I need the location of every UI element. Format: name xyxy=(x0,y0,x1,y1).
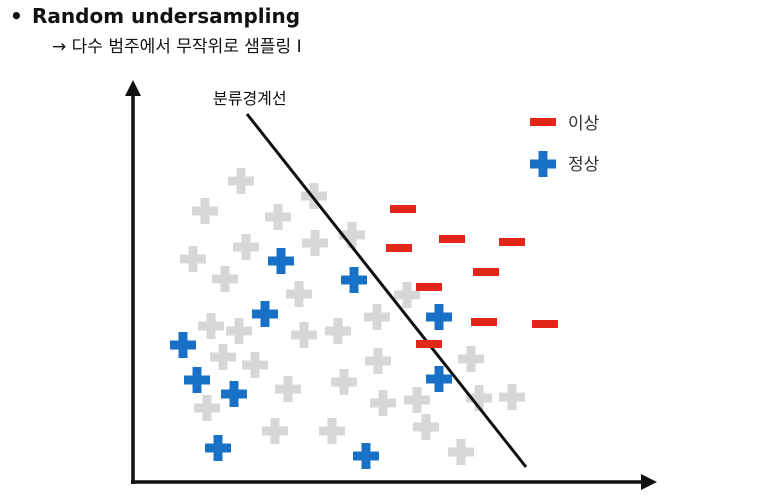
gray-plus-point xyxy=(210,344,236,370)
gray-plus-point xyxy=(458,346,484,372)
gray-plus-point xyxy=(413,414,439,440)
gray-plus-point xyxy=(302,230,328,256)
anomaly-point xyxy=(416,283,442,291)
anomaly-samples xyxy=(386,205,558,348)
anomaly-point xyxy=(471,318,497,326)
gray-plus-point xyxy=(275,376,301,402)
bullet-dot: • xyxy=(10,4,23,28)
anomaly-point xyxy=(473,268,499,276)
gray-plus-point xyxy=(319,418,345,444)
normal-point xyxy=(252,301,278,327)
anomaly-point xyxy=(390,205,416,213)
gray-plus-point xyxy=(198,313,224,339)
gray-plus-point xyxy=(262,418,288,444)
anomaly-point xyxy=(439,235,465,243)
removed-normal-samples xyxy=(180,168,525,465)
normal-point xyxy=(205,435,231,461)
normal-point xyxy=(353,443,379,469)
x-axis-arrow-icon xyxy=(641,474,657,490)
gray-plus-point xyxy=(448,439,474,465)
gray-plus-point xyxy=(265,204,291,230)
classification-boundary xyxy=(245,113,528,468)
gray-plus-point xyxy=(370,390,396,416)
normal-point xyxy=(221,381,247,407)
slide-title: Random undersampling xyxy=(32,4,301,28)
anomaly-point xyxy=(416,340,442,348)
gray-plus-point xyxy=(180,246,206,272)
normal-point xyxy=(184,367,210,393)
gray-plus-point xyxy=(233,234,259,260)
legend-anomaly-label: 이상 xyxy=(568,114,600,134)
gray-plus-point xyxy=(331,369,357,395)
gray-plus-point xyxy=(365,348,391,374)
title-bullet: • Random undersampling xyxy=(10,4,300,28)
gray-plus-point xyxy=(286,281,312,307)
normal-point xyxy=(170,332,196,358)
gray-plus-point xyxy=(228,168,254,194)
anomaly-point xyxy=(386,244,412,252)
legend-anomaly-minus-icon xyxy=(530,118,556,126)
gray-plus-point xyxy=(212,266,238,292)
gray-plus-point xyxy=(194,395,220,421)
boundary-label: 분류경계선 xyxy=(213,89,287,108)
normal-point xyxy=(426,304,452,330)
gray-plus-point xyxy=(325,318,351,344)
anomaly-point xyxy=(499,238,525,246)
axes xyxy=(125,80,657,490)
legend: 이상 정상 xyxy=(530,114,600,177)
gray-plus-point xyxy=(499,384,525,410)
anomaly-point xyxy=(532,320,558,328)
gray-plus-point xyxy=(192,198,218,224)
gray-plus-point xyxy=(364,304,390,330)
gray-plus-point xyxy=(242,352,268,378)
normal-point xyxy=(341,267,367,293)
normal-point xyxy=(268,248,294,274)
gray-plus-point xyxy=(404,387,430,413)
legend-normal-label: 정상 xyxy=(568,155,600,175)
slide-subtitle: → 다수 범주에서 무작위로 샘플링 I xyxy=(52,37,302,57)
legend-normal-plus-icon xyxy=(530,151,556,177)
gray-plus-point xyxy=(226,318,252,344)
gray-plus-point xyxy=(291,322,317,348)
y-axis-arrow-icon xyxy=(125,80,141,96)
